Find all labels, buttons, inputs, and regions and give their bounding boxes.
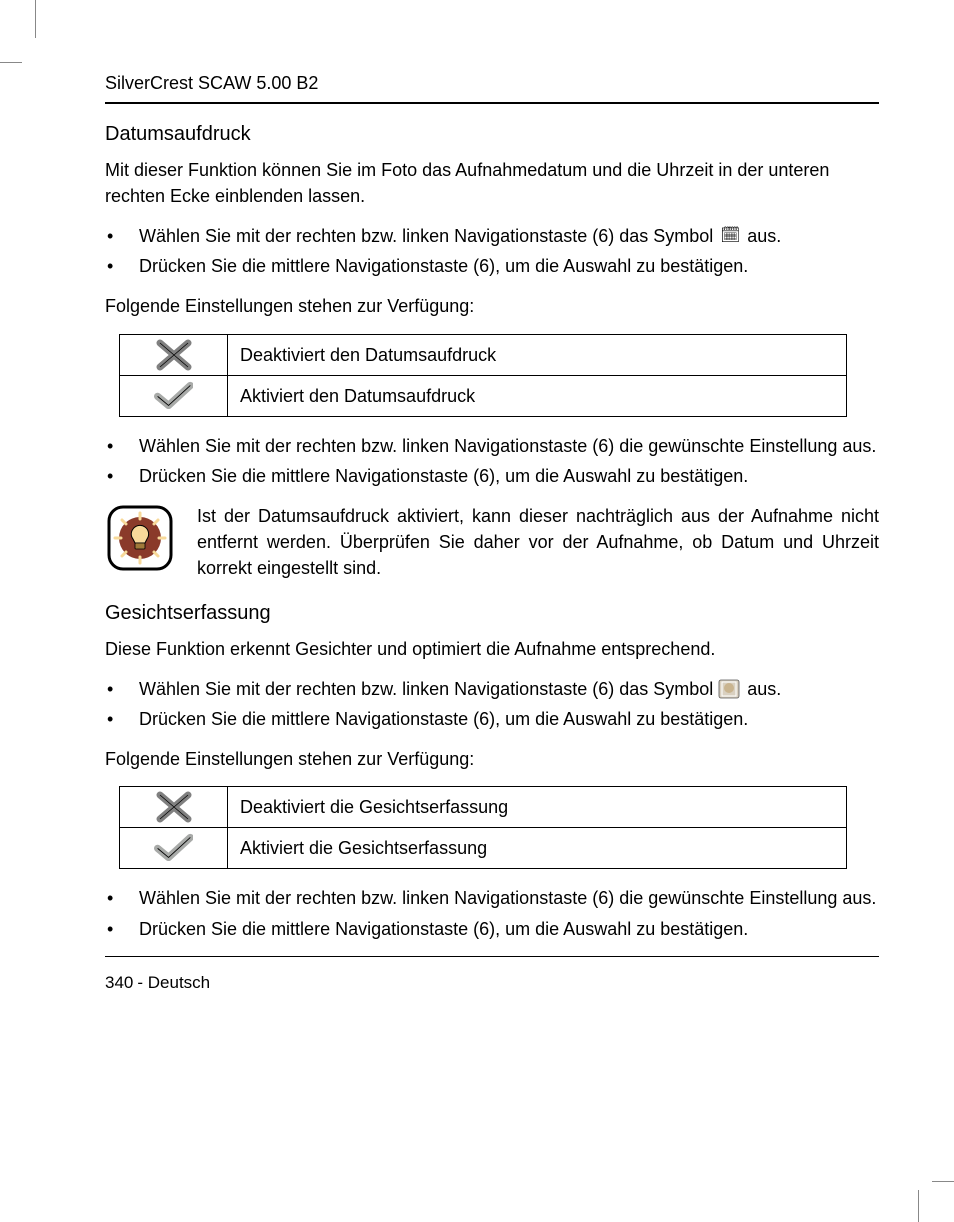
section1-table-intro: Folgende Einstellungen stehen zur Verfüg… <box>105 293 879 319</box>
section1-bullets-b: Wählen Sie mit der rechten bzw. linken N… <box>105 433 879 489</box>
section1-bullets-a: Wählen Sie mit der rechten bzw. linken N… <box>105 223 879 279</box>
crop-mark <box>35 0 36 38</box>
setting-text: Aktiviert die Gesichtserfassung <box>228 828 847 869</box>
list-item: Wählen Sie mit der rechten bzw. linken N… <box>105 433 879 459</box>
list-item: Wählen Sie mit der rechten bzw. linken N… <box>105 885 879 911</box>
bullet-text: Drücken Sie die mittlere Navigationstast… <box>139 706 879 732</box>
footer-lang: Deutsch <box>148 973 210 992</box>
table-row: Deaktiviert den Datumsaufdruck <box>120 334 847 375</box>
section1-title: Datumsaufdruck <box>105 120 879 149</box>
section2-bullets-b: Wählen Sie mit der rechten bzw. linken N… <box>105 885 879 941</box>
section2-intro: Diese Funktion erkennt Gesichter und opt… <box>105 636 879 662</box>
bullet-text: Drücken Sie die mittlere Navigationstast… <box>139 463 879 489</box>
list-item: Drücken Sie die mittlere Navigationstast… <box>105 463 879 489</box>
section1-tip: Ist der Datumsaufdruck aktiviert, kann d… <box>105 503 879 581</box>
section2-settings-table: Deaktiviert die Gesichtserfassung Aktivi… <box>119 786 847 869</box>
bullet-text: Drücken Sie die mittlere Navigationstast… <box>139 916 879 942</box>
bullet-text: Drücken Sie die mittlere Navigationstast… <box>139 253 879 279</box>
section2-table-intro: Folgende Einstellungen stehen zur Verfüg… <box>105 746 879 772</box>
list-item: Drücken Sie die mittlere Navigationstast… <box>105 706 879 732</box>
table-row: Aktiviert den Datumsaufdruck <box>120 375 847 416</box>
header-rule <box>105 102 879 104</box>
x-icon <box>154 791 194 823</box>
section2-bullets-a: Wählen Sie mit der rechten bzw. linken N… <box>105 676 879 732</box>
setting-text: Deaktiviert den Datumsaufdruck <box>228 334 847 375</box>
bullet-text: Wählen Sie mit der rechten bzw. linken N… <box>139 676 879 702</box>
bullet-text: Wählen Sie mit der rechten bzw. linken N… <box>139 433 879 459</box>
setting-text: Aktiviert den Datumsaufdruck <box>228 375 847 416</box>
bullet-pre: Wählen Sie mit der rechten bzw. linken N… <box>139 226 718 246</box>
list-item: Wählen Sie mit der rechten bzw. linken N… <box>105 676 879 702</box>
crop-mark <box>932 1181 954 1182</box>
header-product: SilverCrest SCAW 5.00 B2 <box>105 70 879 96</box>
x-icon <box>154 339 194 371</box>
section1-intro: Mit dieser Funktion können Sie im Foto d… <box>105 157 879 209</box>
lightbulb-icon <box>105 503 175 573</box>
calendar-icon <box>718 226 742 246</box>
section2-title: Gesichtserfassung <box>105 599 879 628</box>
page-number: 340 <box>105 973 133 992</box>
table-row: Deaktiviert die Gesichtserfassung <box>120 787 847 828</box>
crop-mark <box>918 1190 919 1222</box>
bullet-text: Wählen Sie mit der rechten bzw. linken N… <box>139 885 879 911</box>
bullet-pre: Wählen Sie mit der rechten bzw. linken N… <box>139 679 718 699</box>
section1-settings-table: Deaktiviert den Datumsaufdruck Aktiviert… <box>119 334 847 417</box>
check-icon <box>154 832 194 864</box>
footer-rule <box>105 956 879 957</box>
icon-cell <box>120 828 228 869</box>
table-row: Aktiviert die Gesichtserfassung <box>120 828 847 869</box>
list-item: Wählen Sie mit der rechten bzw. linken N… <box>105 223 879 249</box>
check-icon <box>154 380 194 412</box>
list-item: Drücken Sie die mittlere Navigationstast… <box>105 253 879 279</box>
list-item: Drücken Sie die mittlere Navigationstast… <box>105 916 879 942</box>
bullet-post: aus. <box>742 679 781 699</box>
bullet-post: aus. <box>742 226 781 246</box>
icon-cell <box>120 334 228 375</box>
crop-mark <box>0 62 22 63</box>
face-detect-icon <box>718 679 742 699</box>
icon-cell <box>120 787 228 828</box>
page-footer: 340- Deutsch <box>105 965 879 996</box>
icon-cell <box>120 375 228 416</box>
bullet-text: Wählen Sie mit der rechten bzw. linken N… <box>139 223 879 249</box>
page: SilverCrest SCAW 5.00 B2 Datumsaufdruck … <box>0 0 954 1222</box>
setting-text: Deaktiviert die Gesichtserfassung <box>228 787 847 828</box>
tip-text: Ist der Datumsaufdruck aktiviert, kann d… <box>197 503 879 581</box>
